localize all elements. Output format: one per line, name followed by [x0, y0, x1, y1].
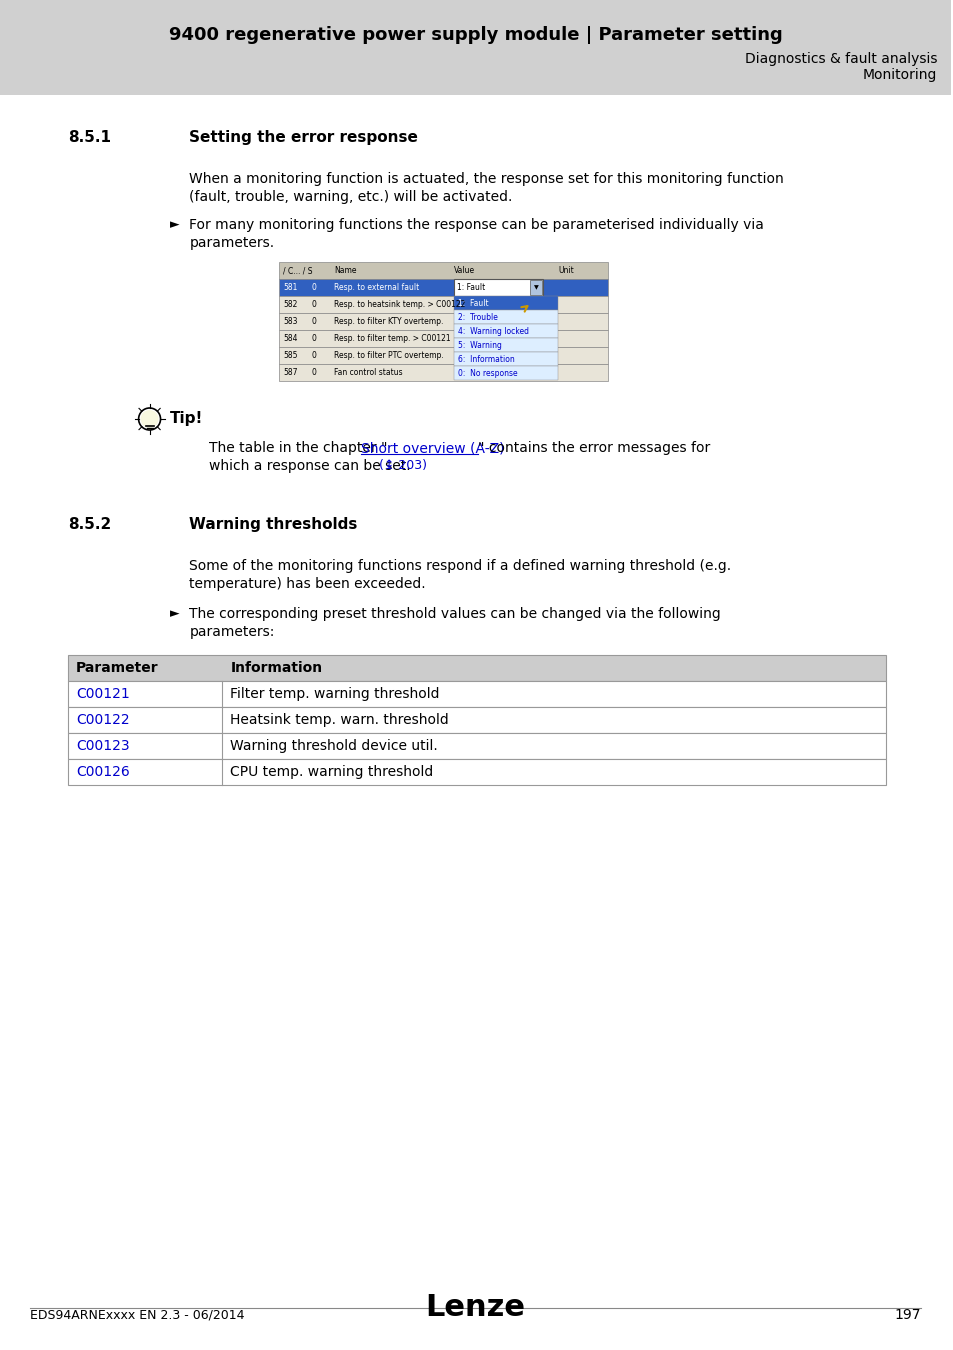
- Bar: [0, 0, 950, 95]
- Text: / C... / S: / C... / S: [283, 266, 313, 275]
- Text: " contains the error messages for: " contains the error messages for: [477, 441, 709, 455]
- Text: Some of the monitoring functions respond if a defined warning threshold (e.g.: Some of the monitoring functions respond…: [190, 559, 731, 572]
- Bar: [68, 707, 884, 733]
- Text: (↨ 203): (↨ 203): [378, 459, 426, 472]
- Bar: [279, 364, 608, 381]
- Text: Lenze: Lenze: [425, 1293, 525, 1322]
- Text: temperature) has been exceeded.: temperature) has been exceeded.: [190, 576, 426, 591]
- Bar: [279, 296, 608, 313]
- Text: 4:  Warning locked: 4: Warning locked: [457, 327, 528, 336]
- Text: 0: 0: [311, 300, 315, 309]
- Bar: [454, 296, 558, 310]
- Bar: [454, 324, 558, 338]
- Bar: [279, 347, 608, 364]
- Bar: [454, 310, 558, 324]
- Bar: [68, 655, 884, 680]
- Text: 8.5.1: 8.5.1: [68, 130, 111, 144]
- Text: 0: 0: [311, 317, 315, 325]
- Text: 585: 585: [283, 351, 297, 360]
- Text: Resp. to heatsink temp. > C00122: Resp. to heatsink temp. > C00122: [334, 300, 465, 309]
- Text: Fan control status: Fan control status: [334, 369, 402, 377]
- Text: 0:  No response: 0: No response: [457, 369, 517, 378]
- Text: When a monitoring function is actuated, the response set for this monitoring fun: When a monitoring function is actuated, …: [190, 171, 783, 186]
- Text: Heatsink temp. warn. threshold: Heatsink temp. warn. threshold: [230, 713, 449, 728]
- Text: 1: Fault: 1: Fault: [456, 284, 484, 292]
- Text: 0: 0: [311, 333, 315, 343]
- Bar: [454, 352, 558, 366]
- Bar: [68, 680, 884, 707]
- Text: The table in the chapter ": The table in the chapter ": [210, 441, 388, 455]
- Text: parameters:: parameters:: [190, 625, 274, 639]
- Text: For many monitoring functions the response can be parameterised individually via: For many monitoring functions the respon…: [190, 217, 763, 232]
- Text: Setting the error response: Setting the error response: [190, 130, 418, 144]
- Text: CPU temp. warning threshold: CPU temp. warning threshold: [230, 765, 434, 779]
- Text: Information: Information: [230, 662, 322, 675]
- Text: 5:  Warning: 5: Warning: [457, 340, 501, 350]
- Bar: [68, 759, 884, 784]
- Text: 587: 587: [283, 369, 297, 377]
- Text: 584: 584: [283, 333, 297, 343]
- Text: 0: 0: [311, 351, 315, 360]
- Bar: [279, 262, 608, 279]
- Text: The corresponding preset threshold values can be changed via the following: The corresponding preset threshold value…: [190, 608, 720, 621]
- Text: 9400 regenerative power supply module | Parameter setting: 9400 regenerative power supply module | …: [169, 26, 781, 45]
- Text: 0: 0: [311, 284, 315, 292]
- Text: Resp. to filter temp. > C00121: Resp. to filter temp. > C00121: [334, 333, 450, 343]
- Text: ▼: ▼: [534, 285, 538, 290]
- Text: 6:  Information: 6: Information: [457, 355, 514, 363]
- Text: Warning threshold device util.: Warning threshold device util.: [230, 738, 437, 753]
- Text: 583: 583: [283, 317, 297, 325]
- Text: parameters.: parameters.: [190, 236, 274, 250]
- Text: 2:  Trouble: 2: Trouble: [457, 312, 497, 321]
- Bar: [279, 313, 608, 329]
- Text: Monitoring: Monitoring: [862, 68, 937, 82]
- Text: Resp. to filter PTC overtemp.: Resp. to filter PTC overtemp.: [334, 351, 443, 360]
- Text: Resp. to external fault: Resp. to external fault: [334, 284, 419, 292]
- Bar: [68, 733, 884, 759]
- Bar: [454, 279, 543, 296]
- Text: Diagnostics & fault analysis: Diagnostics & fault analysis: [744, 53, 937, 66]
- Text: 8.5.2: 8.5.2: [68, 517, 111, 532]
- Text: C00122: C00122: [75, 713, 130, 728]
- Text: 197: 197: [894, 1308, 921, 1322]
- Text: ►: ►: [170, 217, 179, 231]
- Text: Tip!: Tip!: [170, 412, 203, 427]
- Text: Parameter: Parameter: [75, 662, 158, 675]
- Text: EDS94ARNExxxx EN 2.3 - 06/2014: EDS94ARNExxxx EN 2.3 - 06/2014: [30, 1310, 244, 1322]
- Text: Warning thresholds: Warning thresholds: [190, 517, 357, 532]
- Text: Resp. to filter KTY overtemp.: Resp. to filter KTY overtemp.: [334, 317, 443, 325]
- Bar: [279, 279, 608, 296]
- Text: C00123: C00123: [75, 738, 130, 753]
- Bar: [454, 338, 558, 352]
- Text: Value: Value: [454, 266, 475, 275]
- Text: 581: 581: [283, 284, 297, 292]
- Bar: [529, 279, 542, 296]
- Bar: [279, 329, 608, 347]
- Text: 1:  Fault: 1: Fault: [457, 298, 488, 308]
- Text: Name: Name: [334, 266, 356, 275]
- Text: 0: 0: [311, 369, 315, 377]
- Bar: [454, 366, 558, 379]
- Text: 582: 582: [283, 300, 297, 309]
- Text: ►: ►: [170, 608, 179, 620]
- Circle shape: [140, 410, 158, 428]
- Text: Unit: Unit: [558, 266, 574, 275]
- Text: Filter temp. warning threshold: Filter temp. warning threshold: [230, 687, 439, 701]
- Text: Short overview (A-Z): Short overview (A-Z): [361, 441, 504, 455]
- Text: which a response can be set.: which a response can be set.: [210, 459, 411, 472]
- Text: (fault, trouble, warning, etc.) will be activated.: (fault, trouble, warning, etc.) will be …: [190, 190, 513, 204]
- Text: C00126: C00126: [75, 765, 130, 779]
- Text: C00121: C00121: [75, 687, 130, 701]
